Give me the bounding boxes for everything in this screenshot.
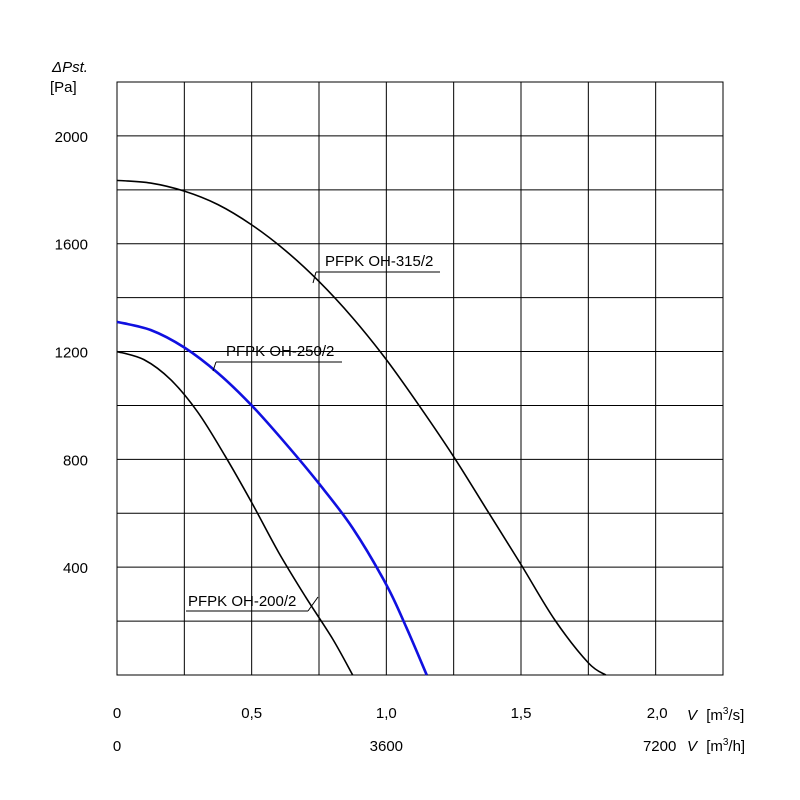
x-axis-symbol: V bbox=[687, 707, 699, 724]
plot-frame bbox=[116, 81, 724, 676]
x2-axis-unit-suffix: /h] bbox=[728, 738, 745, 755]
label-leaders: PFPK OH-315/2 PFPK OH-250/2 PFPK OH-200/2 bbox=[186, 253, 440, 612]
y-tick-label: 1200 bbox=[55, 345, 88, 362]
x-axis-unit-suffix: /s] bbox=[728, 707, 744, 724]
x-axis-label-main: V [m3/s] bbox=[687, 706, 744, 724]
x2-tick-label: 3600 bbox=[370, 738, 403, 755]
series-label: PFPK OH-250/2 bbox=[226, 343, 334, 360]
x2-tick-labels: 0 3600 7200 bbox=[113, 738, 677, 755]
curves bbox=[116, 179, 607, 676]
series-line bbox=[116, 350, 354, 676]
x-tick-label: 2,0 bbox=[647, 705, 668, 722]
series-line bbox=[116, 320, 428, 676]
label-leader bbox=[212, 361, 217, 372]
y-tick-label: 800 bbox=[63, 452, 88, 469]
label-leader bbox=[312, 271, 317, 284]
x2-axis-unit-sup: 3 bbox=[723, 737, 729, 748]
x2-axis-symbol: V bbox=[687, 738, 699, 755]
x2-tick-label: 7200 bbox=[643, 738, 676, 755]
series-line bbox=[116, 179, 607, 676]
y-tick-label: 2000 bbox=[55, 129, 88, 146]
x-tick-labels: 0 0,5 1,0 1,5 2,0 bbox=[113, 705, 668, 722]
x2-axis-label: V [m3/h] bbox=[687, 737, 745, 755]
x-axis-unit-prefix: [m bbox=[706, 707, 723, 724]
x-tick-label: 0 bbox=[113, 705, 121, 722]
y-axis-label-unit: [Pa] bbox=[50, 79, 77, 96]
grid bbox=[117, 82, 723, 675]
x-tick-label: 1,0 bbox=[376, 705, 397, 722]
x2-tick-label: 0 bbox=[113, 738, 121, 755]
y-tick-label: 1600 bbox=[55, 237, 88, 254]
series-label: PFPK OH-315/2 bbox=[325, 253, 433, 270]
series-label: PFPK OH-200/2 bbox=[188, 593, 296, 610]
y-tick-labels: 400 800 1200 1600 2000 bbox=[55, 129, 88, 577]
x-tick-label: 1,5 bbox=[511, 705, 532, 722]
x-axis-unit-sup: 3 bbox=[723, 706, 729, 717]
x2-axis-unit-prefix: [m bbox=[706, 738, 723, 755]
y-axis-label-symbol: ΔPst. bbox=[51, 59, 88, 76]
label-leader bbox=[307, 596, 319, 612]
y-tick-label: 400 bbox=[63, 560, 88, 577]
x-tick-label: 0,5 bbox=[241, 705, 262, 722]
